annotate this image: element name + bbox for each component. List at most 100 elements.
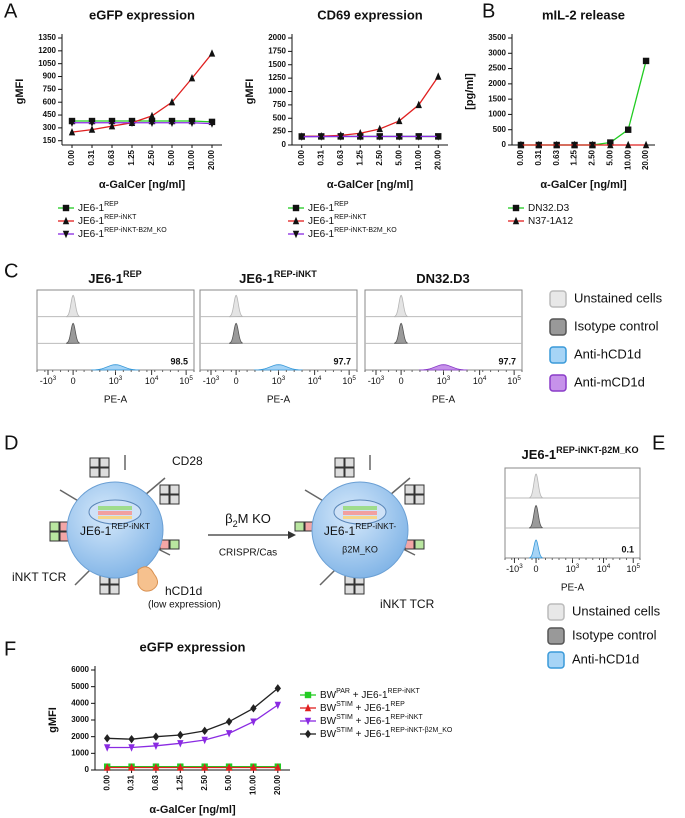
x-tick-label: 0.00 (67, 149, 76, 165)
legend-label: JE6-1REP-iNKT-B2M_KO (78, 227, 167, 239)
plot-frame (36, 289, 195, 371)
x-tick-label: -103 (203, 375, 220, 386)
text-part: 3 (576, 563, 580, 570)
marker (304, 729, 312, 739)
y-tick-label: 1200 (38, 46, 56, 55)
x-tick-label: 0 (234, 376, 239, 386)
text-part: REP-iNKT-B2M_KO (104, 227, 167, 234)
x-tick-label: 0 (534, 564, 539, 574)
text-part: JE6-1 (78, 229, 105, 240)
x-tick-label: 20.00 (641, 149, 650, 170)
x-tick-label: 0.63 (552, 149, 561, 165)
marker (68, 119, 76, 127)
y-tick-label: 3000 (488, 48, 506, 57)
x-tick-label: 103 (566, 563, 580, 574)
x-tick-label: 0 (399, 376, 404, 386)
x-tick-label: 0.63 (336, 149, 345, 165)
percent-label: 97.7 (498, 356, 516, 366)
legend-label: JE6-1REP (308, 201, 349, 213)
histogram (394, 294, 408, 318)
text-part: REP-iNKT (334, 214, 367, 221)
text-part: STIM (336, 701, 353, 708)
x-tick-label: 0.00 (297, 149, 306, 165)
y-tick-label: 1750 (268, 46, 286, 55)
y-tick-label: 1000 (71, 748, 89, 757)
marker (512, 216, 520, 225)
text-part: BW (320, 703, 337, 714)
label: hCD1d (165, 584, 202, 598)
x-axis-label: α-GalCer [ng/ml] (99, 179, 186, 191)
percent-label: 0.1 (621, 544, 634, 554)
x-tick-label: 5.00 (167, 149, 176, 165)
chart-title: eGFP expression (140, 639, 246, 654)
text-part: BW (320, 690, 337, 701)
x-tick-label: 0.00 (516, 149, 525, 165)
legend-swatch (549, 346, 567, 364)
marker (62, 204, 70, 212)
marker (201, 726, 208, 736)
histogram (419, 364, 468, 371)
legend-swatch (549, 290, 567, 308)
marker (62, 230, 70, 239)
marker (62, 216, 70, 225)
y-tick-label: 0 (85, 765, 90, 774)
text-part: JE6-1 (308, 203, 335, 214)
marker (208, 120, 216, 128)
legend-label: DN32.D3 (528, 203, 570, 214)
y-tick-label: 0 (502, 140, 507, 149)
x-tick-label: 0.00 (102, 774, 111, 790)
legend-label: JE6-1REP (78, 201, 119, 213)
y-tick-label: 1250 (268, 73, 286, 82)
y-tick-label: 750 (273, 100, 287, 109)
panel-label: D (4, 432, 18, 454)
y-tick-label: 1350 (38, 33, 56, 42)
marker (177, 740, 184, 748)
text-part: 3 (119, 375, 123, 382)
legend-label: BWSTIM + JE6-1REP (320, 701, 405, 713)
text-part: 10 (272, 376, 282, 386)
x-axis-label: α-GalCer [ng/ml] (149, 804, 236, 816)
label: β2M_KO (342, 544, 378, 554)
marker (517, 140, 525, 149)
marker (201, 763, 208, 771)
x-tick-label: 10.00 (414, 149, 423, 170)
text-part: BW (320, 716, 337, 727)
plot-title: JE6-1REP (88, 269, 141, 286)
marker (250, 718, 257, 726)
series-line (107, 704, 279, 749)
histogram (529, 473, 543, 499)
y-tick-label: 2000 (268, 33, 286, 42)
text-part: 10 (179, 376, 189, 386)
marker (624, 126, 632, 133)
text-part: REP (334, 201, 349, 208)
text-part: + JE6-1 (353, 729, 391, 740)
marker (68, 127, 76, 136)
legend-label: BWSTIM + JE6-1REP-iNKT-β2M_KO (320, 727, 453, 739)
text-part: DN32.D3 (416, 271, 469, 286)
marker (415, 100, 422, 109)
histogram (66, 322, 80, 344)
marker (512, 204, 520, 212)
marker (152, 732, 160, 741)
y-tick-label: 3000 (71, 715, 89, 724)
y-tick-label: 1050 (38, 59, 56, 68)
marker (250, 704, 257, 713)
marker (435, 133, 442, 141)
legend-label: Isotype control (572, 627, 657, 642)
marker (128, 119, 136, 127)
text-part: -10 (40, 376, 53, 386)
y-tick-label: 6000 (71, 665, 89, 674)
histogram (529, 504, 543, 529)
marker (128, 744, 135, 752)
text-part: β (225, 511, 232, 526)
marker (168, 98, 176, 106)
text-part: 10 (473, 376, 483, 386)
text-part: 10 (597, 564, 607, 574)
text-part: 10 (145, 376, 155, 386)
x-tick-label: 1.25 (127, 149, 136, 165)
text-part: REP-iNKT- (355, 521, 396, 531)
text-part: JE6-1 (88, 271, 123, 286)
x-tick-label: 104 (473, 375, 487, 386)
marker (396, 116, 403, 125)
legend-swatch (547, 651, 565, 669)
